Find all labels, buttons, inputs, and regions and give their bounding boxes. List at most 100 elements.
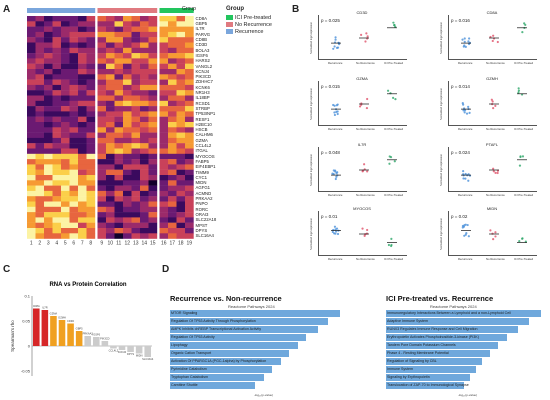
scatter-point — [336, 112, 339, 116]
scatter-point — [361, 227, 364, 230]
heatmap-cell — [44, 95, 53, 101]
heatmap-cell — [140, 190, 149, 197]
heatmap-cell — [148, 228, 158, 234]
heatmap-cell — [86, 212, 96, 218]
pathway-label: Carnitine Shuttle — [171, 383, 198, 387]
heatmap-cell — [168, 233, 177, 239]
heatmap-cell — [27, 16, 36, 22]
heatmap-cell — [69, 143, 79, 149]
scatter-point — [464, 45, 467, 48]
heatmap-cell — [27, 84, 36, 91]
scatter-point — [333, 113, 337, 117]
heatmap-column-label: 7 — [81, 241, 84, 247]
heatmap-cell — [123, 116, 132, 123]
scatter-point — [464, 223, 467, 226]
heatmap-column-label: 19 — [186, 241, 192, 247]
heatmap-cell — [176, 79, 186, 86]
heatmap-cell — [106, 26, 115, 33]
heatmap-cell — [114, 95, 124, 101]
pathway-bar — [386, 326, 518, 333]
heatmap-cell — [52, 53, 62, 59]
scatter-point — [335, 110, 338, 114]
heatmap-cell — [176, 90, 186, 96]
heatmap-cell — [44, 58, 53, 64]
scatter-xlabel: Recurrence — [458, 61, 473, 65]
group-bar-cell — [44, 8, 53, 13]
scatter-point — [468, 111, 471, 114]
heatmap-cell — [140, 63, 149, 70]
heatmap-cell — [148, 222, 158, 229]
group-bar-cell — [106, 8, 115, 13]
heatmap-cell — [159, 53, 169, 59]
heatmap-cell — [52, 169, 62, 176]
scatter-xlabel: ICI Pre-Treated — [384, 193, 404, 197]
heatmap-cell — [176, 58, 186, 64]
heatmap-cell — [140, 90, 149, 96]
gene-label: H2BC10 — [195, 121, 212, 127]
scatter-point — [519, 155, 522, 159]
heatmap-cell — [114, 79, 124, 86]
pathway-label: Activation Of PPARGC1A (PGC-1alpha) by P… — [171, 359, 267, 363]
heatmap-cell — [78, 222, 87, 229]
scatter-point — [334, 38, 337, 41]
heatmap-cell — [97, 196, 107, 202]
heatmap-cell — [123, 164, 132, 170]
heatmap-cell — [44, 132, 53, 139]
heatmap-cell — [27, 116, 36, 123]
heatmap-cell — [140, 58, 149, 64]
right-pathway-subtitle: Reactome Pathways 2024 — [430, 304, 477, 309]
heatmap-cell — [168, 69, 177, 75]
heatmap-cell — [114, 196, 124, 202]
heatmap-cell — [159, 16, 169, 22]
pathway-bar — [386, 310, 541, 317]
scatter-points — [331, 89, 397, 117]
heatmap-cell — [78, 132, 87, 139]
heatmap-cell — [61, 116, 70, 123]
heatmap-cell — [140, 132, 149, 139]
heatmap-column-label: 10 — [107, 241, 113, 247]
gene-label: MIDN — [195, 180, 207, 186]
scatter-point — [463, 234, 466, 237]
heatmap-cell — [131, 233, 141, 239]
heatmap-cell — [69, 233, 79, 239]
heatmap-cell — [185, 31, 194, 38]
heatmap-cell — [159, 90, 169, 96]
scatter-point — [491, 39, 494, 43]
heatmap-cell — [114, 180, 124, 186]
heatmap-cell — [176, 31, 186, 38]
heatmap-cell — [114, 53, 124, 59]
heatmap-cell — [78, 42, 87, 48]
heatmap-cell — [148, 84, 158, 91]
heatmap-cell — [86, 116, 96, 123]
heatmap-cell — [61, 190, 70, 197]
scatter-point — [461, 226, 464, 229]
heatmap-cell — [97, 143, 107, 149]
heatmap-cell — [140, 84, 149, 91]
heatmap-cell — [123, 53, 132, 59]
pathway-label: AMPK Inhibits chREBP Transcriptional Act… — [171, 327, 262, 331]
heatmap-cell — [140, 196, 149, 202]
heatmap-cell — [148, 180, 158, 186]
heatmap-cell — [131, 106, 141, 112]
scatter-point — [494, 235, 497, 238]
heatmap-cell — [61, 169, 70, 176]
heatmap-cell — [69, 90, 79, 96]
heatmap-cell — [52, 153, 62, 160]
bar-label: CD8A — [33, 304, 40, 308]
heatmap-column-label: 3 — [47, 241, 50, 247]
heatmap-cell — [185, 111, 194, 117]
heatmap-cell — [27, 58, 36, 64]
scatter-point — [336, 171, 339, 174]
group-bar-cell — [168, 8, 177, 13]
heatmap-cell — [27, 42, 36, 48]
heatmap-cell — [168, 164, 177, 170]
heatmap-cell — [78, 175, 87, 181]
correlation-bar — [110, 346, 117, 349]
heatmap-cell — [123, 159, 132, 165]
heatmap-cell — [148, 37, 158, 43]
scatter-point — [466, 223, 469, 227]
heatmap-cell — [114, 42, 124, 48]
heatmap-cell — [97, 74, 107, 80]
bar-label: CD3D — [67, 319, 74, 323]
heatmap-cell — [159, 190, 169, 197]
